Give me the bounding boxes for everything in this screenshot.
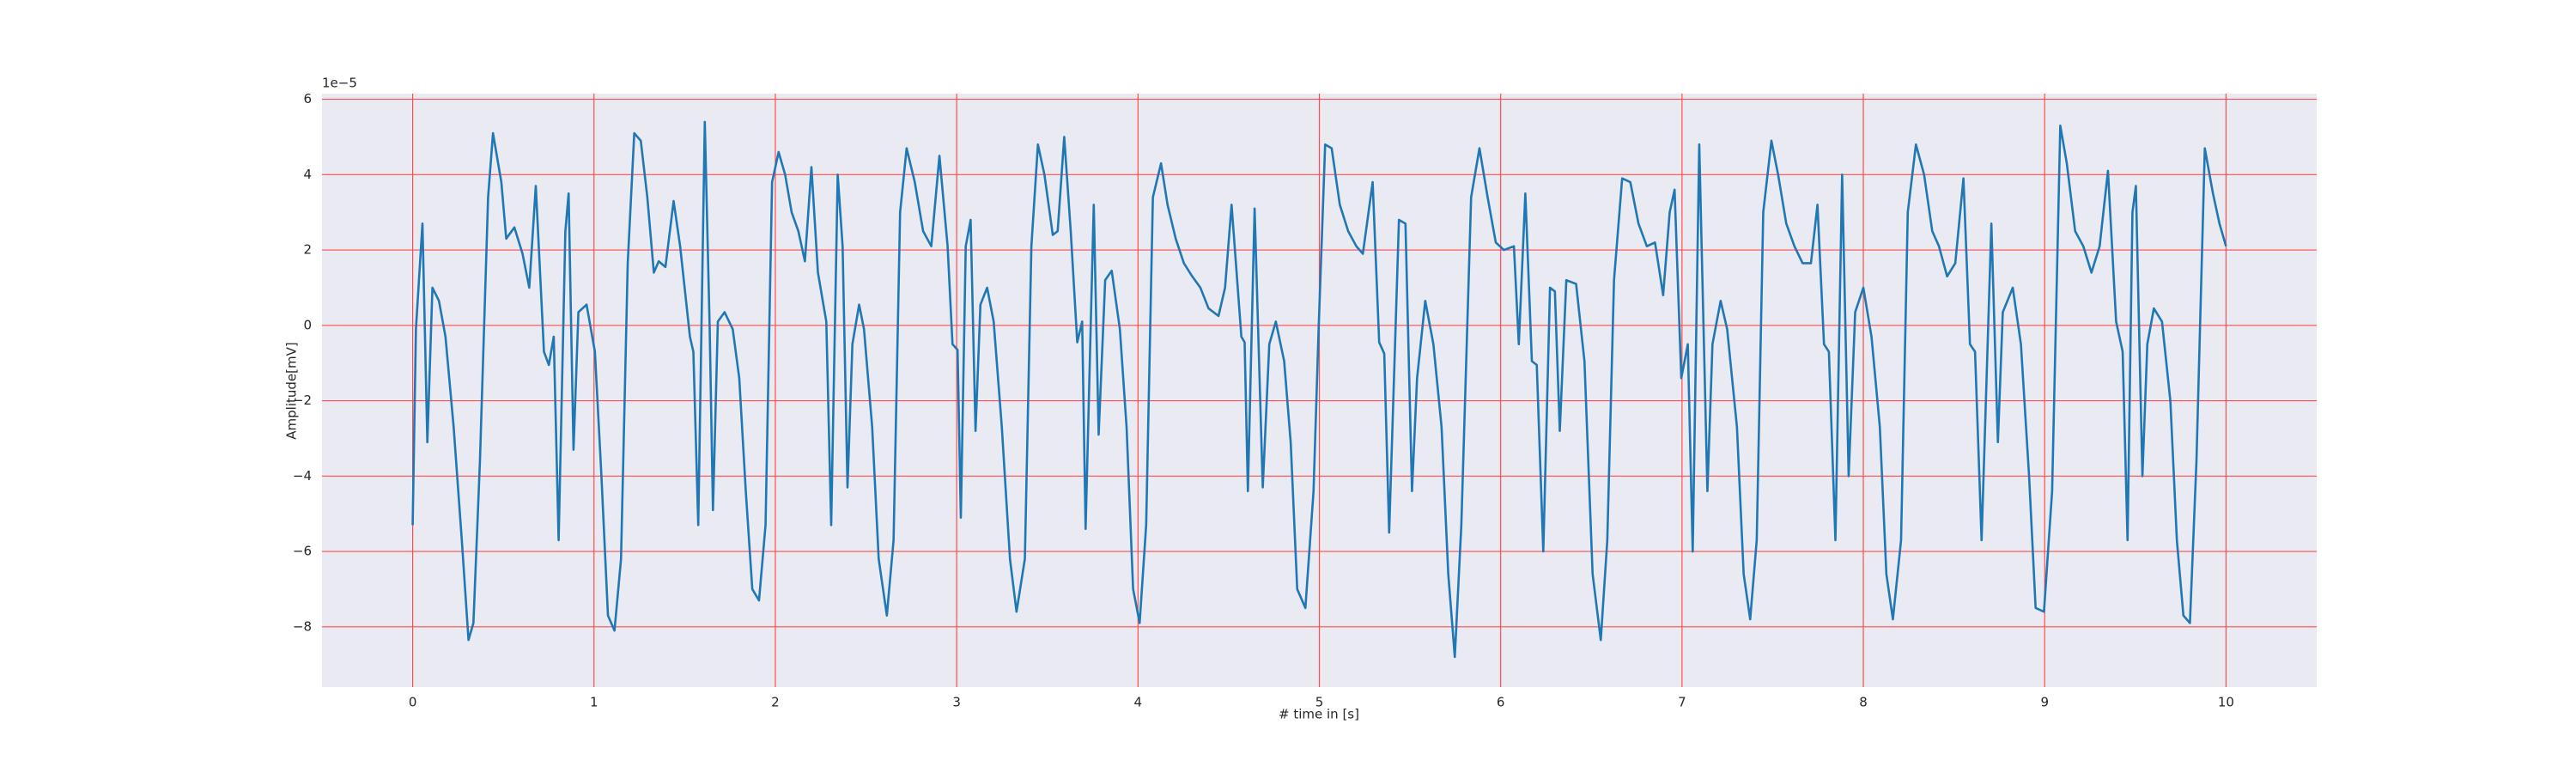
x-tick-label: 0 bbox=[409, 695, 417, 710]
x-tick-label: 1 bbox=[590, 695, 598, 710]
signal-line bbox=[411, 120, 2227, 659]
x-tick-label: 8 bbox=[1859, 695, 1868, 710]
x-tick-label: 7 bbox=[1678, 695, 1686, 710]
y-offset-text: 1e−5 bbox=[322, 76, 357, 91]
x-axis-label: # time in [s] bbox=[1279, 707, 1359, 722]
y-tick-label: 2 bbox=[303, 242, 312, 258]
x-tick-label: 5 bbox=[1315, 695, 1324, 710]
y-tick-label: −8 bbox=[293, 618, 312, 634]
y-tick-label: 6 bbox=[303, 91, 312, 107]
y-tick-label: −4 bbox=[293, 468, 312, 484]
x-tick-label: 6 bbox=[1497, 695, 1505, 710]
x-tick-label: 4 bbox=[1134, 695, 1143, 710]
x-tick-label: 3 bbox=[952, 695, 961, 710]
y-tick-label: −6 bbox=[293, 544, 312, 559]
x-tick-label: 10 bbox=[2218, 695, 2234, 710]
y-axis-label: Amplitude[mV] bbox=[284, 342, 300, 439]
y-tick-label: 0 bbox=[303, 317, 312, 332]
y-tick-label: −2 bbox=[293, 393, 312, 408]
x-tick-label: 2 bbox=[771, 695, 780, 710]
y-tick-label: 4 bbox=[303, 167, 312, 182]
x-tick-label: 9 bbox=[2040, 695, 2049, 710]
